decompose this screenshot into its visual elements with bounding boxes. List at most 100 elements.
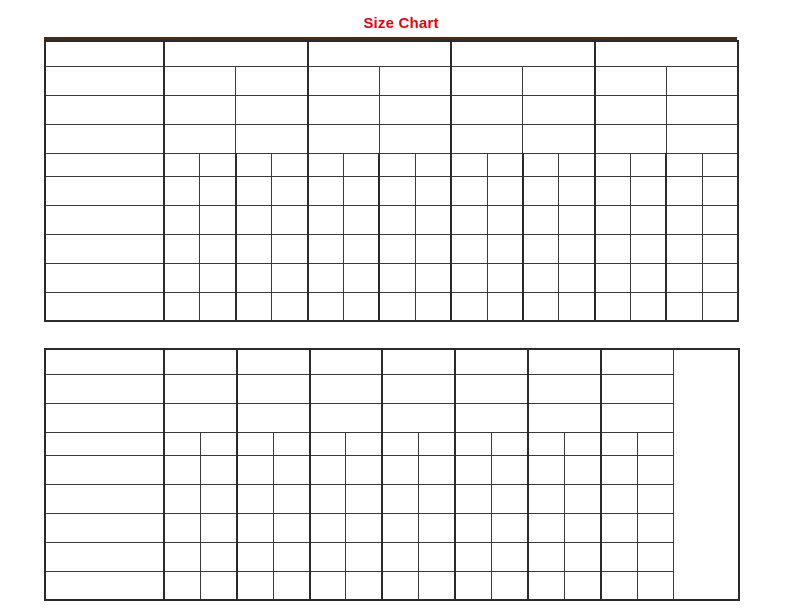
europe-size-row — [44, 94, 739, 125]
us-size-value — [593, 65, 667, 96]
bust-label — [44, 175, 165, 206]
unit-inch-label — [381, 431, 420, 456]
height-value — [526, 570, 565, 601]
bust-value — [271, 175, 309, 206]
us-size-row — [44, 65, 739, 96]
unit-cm-label — [342, 152, 380, 177]
plus-size-group-22w — [454, 348, 529, 375]
europe-size-value — [526, 373, 602, 404]
waist-value — [526, 483, 565, 514]
europe-size-value — [163, 94, 237, 125]
waist-value — [272, 483, 311, 514]
waist-value — [234, 204, 273, 235]
waist-value — [162, 483, 201, 514]
waist-label — [44, 483, 165, 514]
us-size-label — [44, 65, 165, 96]
unit-cm-label — [414, 152, 452, 177]
hollow-value — [306, 262, 344, 293]
plus-size-group-14w — [163, 348, 238, 375]
plus-size-table — [44, 348, 741, 601]
hollow-value — [163, 262, 201, 293]
hips-value — [234, 233, 273, 264]
height-row — [44, 570, 739, 601]
height-value — [599, 570, 638, 601]
unit-inch-label — [665, 152, 703, 177]
height-value — [199, 570, 238, 601]
waist-value — [563, 483, 602, 514]
table-header-row — [44, 40, 739, 67]
empty-trailing-cell — [672, 348, 741, 601]
europe-size-value — [378, 94, 452, 125]
bust-value — [491, 454, 529, 485]
unit-cm-label — [701, 152, 739, 177]
hips-value — [599, 512, 638, 543]
bust-row — [44, 454, 739, 485]
unit-inch-label — [163, 152, 201, 177]
bust-value — [234, 175, 273, 206]
bust-value — [342, 175, 380, 206]
size-group-l — [450, 40, 596, 67]
waist-value — [199, 204, 237, 235]
unit-inch-label — [235, 431, 274, 456]
us-size-value — [665, 65, 739, 96]
hips-value — [558, 233, 596, 264]
bust-value — [665, 175, 703, 206]
us-size-value — [235, 65, 309, 96]
hips-value — [450, 233, 488, 264]
bust-value — [558, 175, 596, 206]
bust-value — [272, 454, 311, 485]
europe-size-value — [235, 373, 311, 404]
waist-value — [345, 483, 383, 514]
waist-value — [701, 204, 739, 235]
size-group-s — [163, 40, 309, 67]
height-value — [345, 570, 383, 601]
plus-size-group-16w — [235, 348, 311, 375]
unit-cm-label — [486, 152, 524, 177]
hips-value — [271, 233, 309, 264]
height-value — [163, 291, 201, 322]
bust-value — [486, 175, 524, 206]
uk-size-value — [522, 123, 596, 154]
waist-value — [199, 483, 238, 514]
page-title: Size Chart — [363, 15, 439, 32]
hollow-value — [381, 541, 420, 572]
height-value — [308, 570, 347, 601]
hips-value — [163, 233, 201, 264]
bust-value — [199, 454, 238, 485]
bust-value — [378, 175, 416, 206]
bust-value — [630, 175, 667, 206]
hollow-value — [199, 262, 237, 293]
height-value — [272, 570, 311, 601]
waist-label — [44, 204, 165, 235]
hips-value — [342, 233, 380, 264]
hips-value — [418, 512, 456, 543]
hips-value — [454, 512, 493, 543]
height-value — [665, 291, 703, 322]
hips-value — [345, 512, 383, 543]
bust-value — [521, 175, 560, 206]
unit-inch-label — [162, 431, 201, 456]
waist-value — [491, 483, 529, 514]
height-value — [558, 291, 596, 322]
uk-size-value — [308, 402, 383, 433]
height-label — [44, 570, 165, 601]
hollow-value — [418, 541, 456, 572]
hips-label — [44, 233, 165, 264]
unit-header-row — [44, 431, 739, 456]
us-size-value — [378, 65, 452, 96]
hips-value — [272, 512, 311, 543]
uk-size-value — [306, 123, 380, 154]
height-value — [630, 291, 667, 322]
uk-size-label — [44, 123, 165, 154]
uk-size-value — [381, 402, 456, 433]
plus-size-group-26w — [599, 348, 674, 375]
height-value — [234, 291, 273, 322]
hips-label — [44, 512, 165, 543]
waist-value — [271, 204, 309, 235]
height-value — [162, 570, 201, 601]
hips-value — [235, 512, 274, 543]
hips-value — [162, 512, 201, 543]
height-value — [701, 291, 739, 322]
uk-size-value — [665, 123, 739, 154]
plus-size-group-18w — [308, 348, 383, 375]
